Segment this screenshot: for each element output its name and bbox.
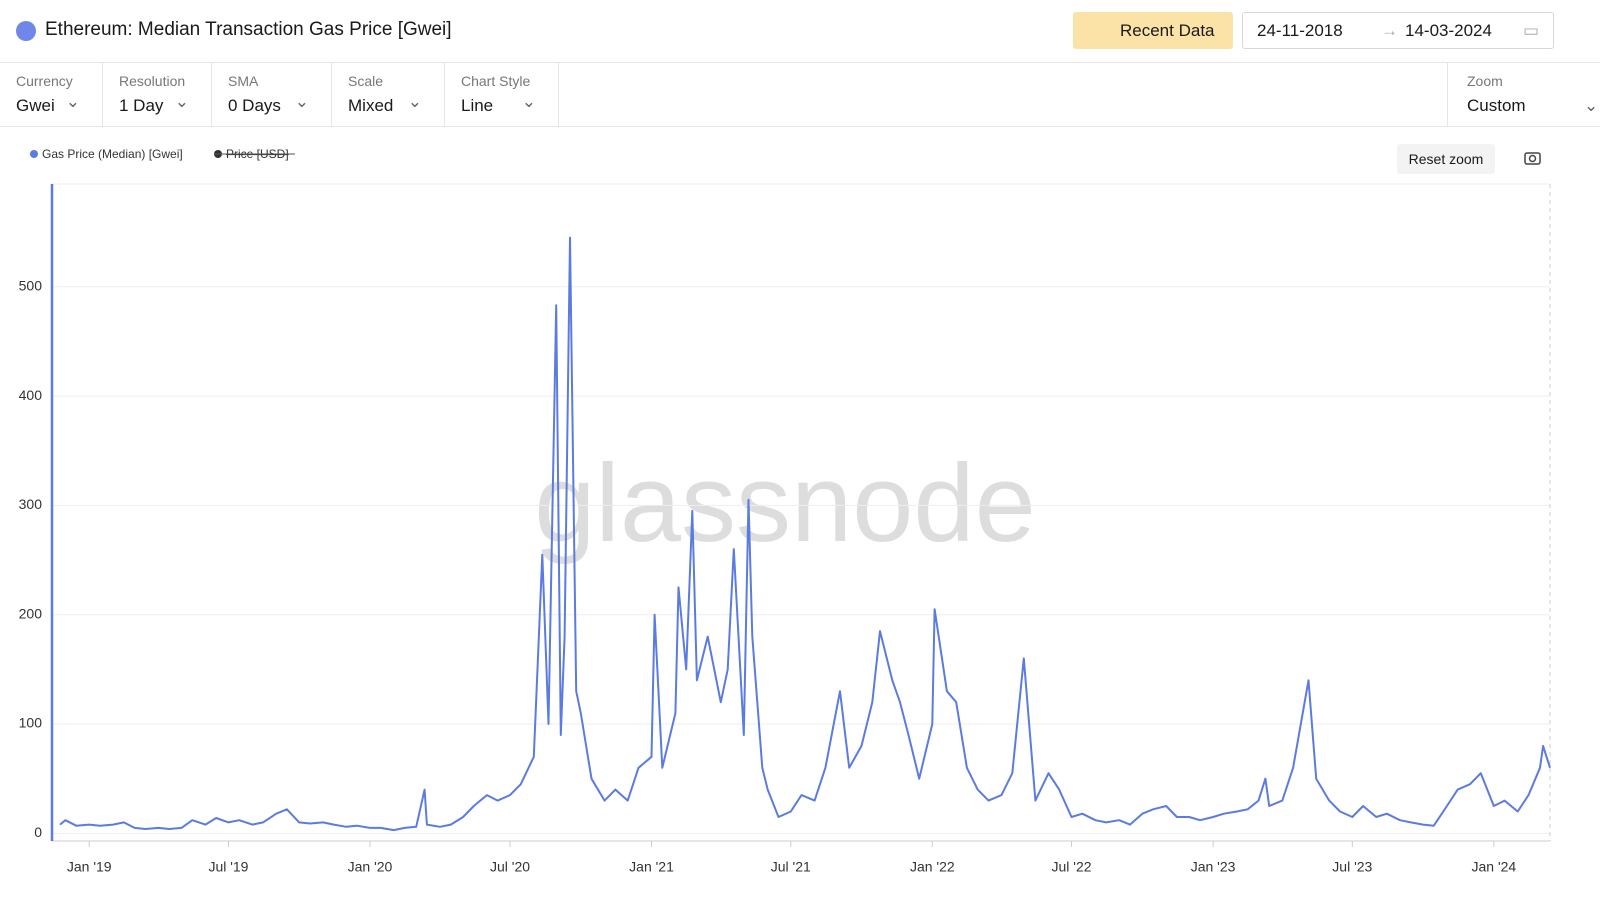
legend-marker — [30, 150, 38, 158]
control-label: SMA — [228, 73, 259, 89]
calendar-icon: ▭ — [1523, 21, 1540, 40]
y-tick-label: 200 — [19, 605, 43, 621]
x-tick-label: Jul '23 — [1332, 859, 1372, 875]
legend-label: Gas Price (Median) [Gwei] — [42, 147, 183, 161]
control[interactable]: Chart Style Line ⌄ — [445, 62, 559, 126]
x-tick-label: Jul '20 — [490, 859, 530, 875]
control-label: Chart Style — [461, 73, 531, 89]
x-tick-label: Jul '19 — [208, 859, 248, 875]
x-tick-label: Jan '23 — [1191, 859, 1236, 875]
control[interactable]: Scale Mixed ⌄ — [332, 62, 445, 126]
chevron: ⌄ — [294, 92, 309, 111]
arrow: → — [1381, 21, 1398, 40]
eth-icon — [16, 21, 36, 41]
y-tick-label: 500 — [19, 277, 43, 293]
control[interactable]: SMA 0 Days ⌄ — [212, 62, 332, 126]
page-title: Ethereum: Median Transaction Gas Price [… — [45, 19, 452, 40]
x-tick-label: Jul '21 — [771, 859, 811, 875]
control-value[interactable]: Mixed — [348, 96, 394, 115]
chevron: ⌄ — [1584, 96, 1599, 115]
header: Ethereum: Median Transaction Gas Price [… — [0, 0, 1600, 63]
chevron: ⌄ — [521, 92, 536, 111]
x-tick-label: Jul '22 — [1052, 859, 1092, 875]
series-line — [59, 236, 1551, 832]
reset-zoom-button[interactable]: Reset zoom — [1397, 144, 1495, 174]
zoom-label: Zoom — [1467, 73, 1503, 89]
control[interactable]: Resolution 1 Day ⌄ — [103, 62, 212, 126]
control-value[interactable]: 0 Days — [228, 96, 281, 115]
control-value[interactable]: 1 Day — [119, 96, 164, 115]
y-tick-label: 100 — [19, 715, 43, 731]
chevron: ⌄ — [174, 92, 189, 111]
x-tick-label: Jan '19 — [67, 859, 112, 875]
control-label: Resolution — [119, 73, 186, 89]
date-to[interactable]: 14-03-2024 — [1405, 21, 1492, 40]
camera-icon[interactable] — [1524, 152, 1541, 165]
camera-lens — [1528, 154, 1537, 163]
control[interactable]: Currency Gwei ⌄ — [0, 62, 103, 126]
y-tick-label: 0 — [34, 824, 42, 840]
chevron: ⌄ — [407, 92, 422, 111]
chevron: ⌄ — [65, 92, 80, 111]
y-tick-label: 300 — [19, 496, 43, 512]
recent-data-button[interactable]: Recent Data — [1073, 12, 1233, 49]
divider — [0, 126, 1600, 127]
date-range[interactable]: 24-11-2018 → 14-03-2024 ▭ — [1242, 12, 1554, 49]
x-tick-label: Jan '21 — [629, 859, 674, 875]
watermark: glassnode — [534, 442, 1036, 565]
zoom-value[interactable]: Custom — [1467, 96, 1526, 115]
x-tick-label: Jan '24 — [1471, 859, 1516, 875]
y-tick-label: 400 — [19, 387, 43, 403]
control-value[interactable]: Gwei — [16, 96, 55, 115]
control-value[interactable]: Line — [461, 96, 494, 115]
x-tick-label: Jan '20 — [348, 859, 393, 875]
control-label: Currency — [16, 73, 73, 89]
date-from[interactable]: 24-11-2018 — [1257, 21, 1343, 40]
x-tick-label: Jan '22 — [910, 859, 955, 875]
zoom-control[interactable]: Zoom Custom ⌄ — [1447, 62, 1600, 126]
control-label: Scale — [348, 73, 384, 89]
